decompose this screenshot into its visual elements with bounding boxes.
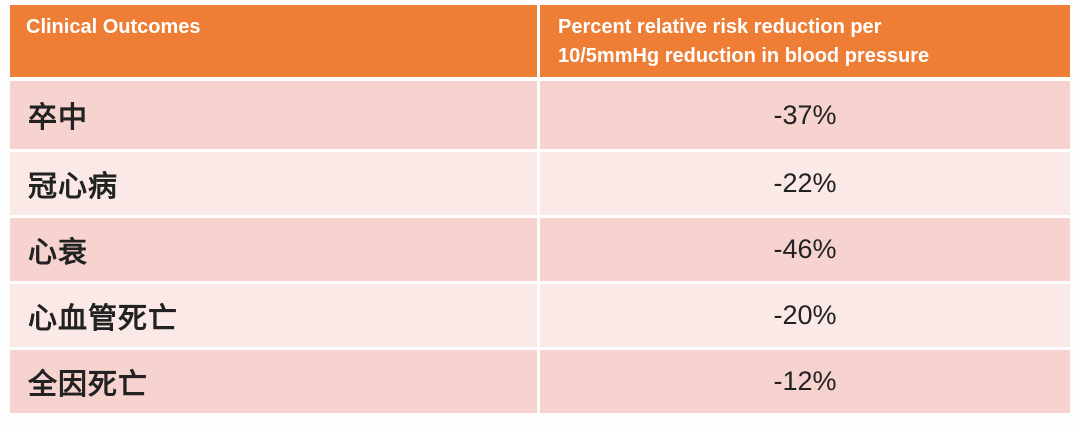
- outcome-cell: 冠心病: [10, 149, 540, 215]
- header-clinical-outcomes: Clinical Outcomes: [10, 5, 540, 77]
- clinical-outcomes-table: Clinical Outcomes Percent relative risk …: [10, 5, 1070, 413]
- risk-reduction-cell: -22%: [540, 149, 1070, 215]
- header-risk-reduction-line1: Percent relative risk reduction per: [558, 16, 882, 38]
- table-row: 卒中 -37%: [10, 77, 1070, 149]
- outcome-cell: 心衰: [10, 215, 540, 281]
- risk-reduction-cell: -37%: [540, 77, 1070, 149]
- risk-reduction-cell: -12%: [540, 347, 1070, 413]
- outcome-cell: 卒中: [10, 77, 540, 149]
- table-row: 心衰 -46%: [10, 215, 1070, 281]
- table-row: 心血管死亡 -20%: [10, 281, 1070, 347]
- outcome-cell: 心血管死亡: [10, 281, 540, 347]
- outcome-cell: 全因死亡: [10, 347, 540, 413]
- header-risk-reduction: Percent relative risk reduction per 10/5…: [540, 5, 1070, 77]
- table-row: 冠心病 -22%: [10, 149, 1070, 215]
- table-row: 全因死亡 -12%: [10, 347, 1070, 413]
- risk-reduction-cell: -46%: [540, 215, 1070, 281]
- table-header-row: Clinical Outcomes Percent relative risk …: [10, 5, 1070, 77]
- risk-reduction-cell: -20%: [540, 281, 1070, 347]
- header-risk-reduction-line2: 10/5mmHg reduction in blood pressure: [558, 45, 930, 67]
